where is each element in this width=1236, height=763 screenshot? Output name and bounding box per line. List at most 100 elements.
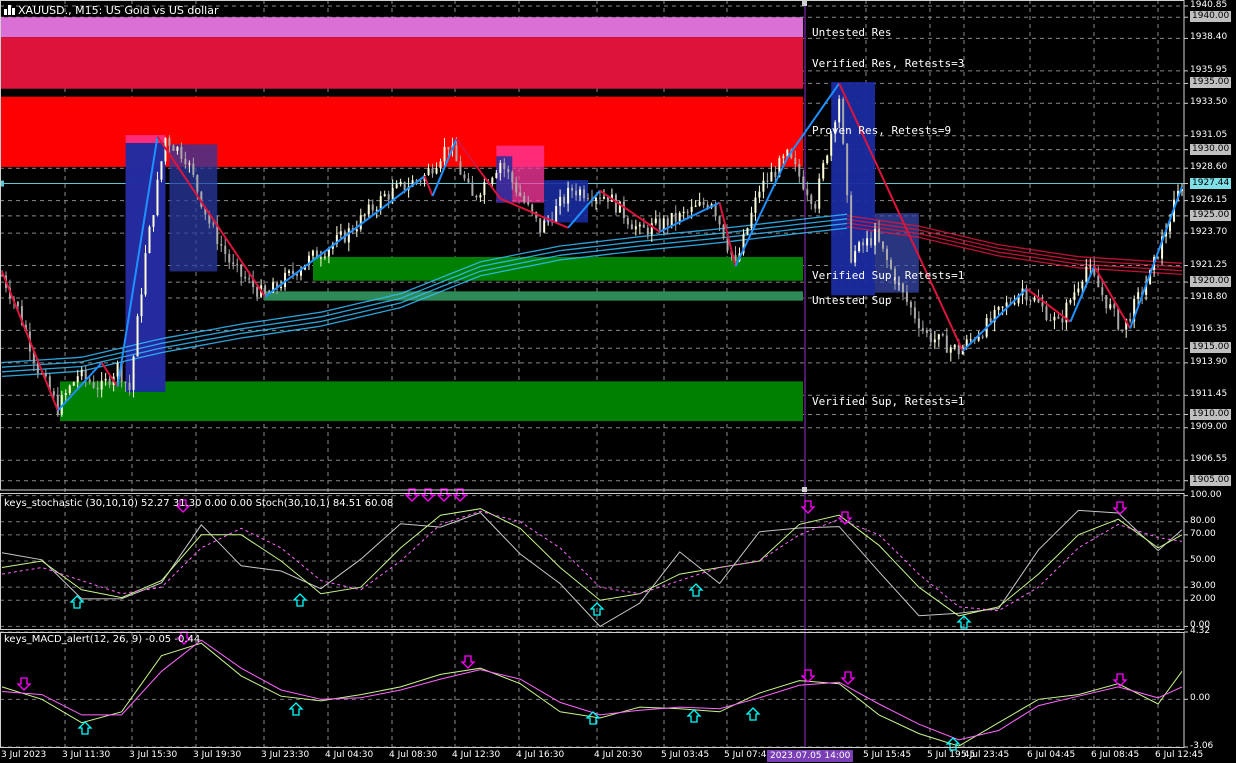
candle-body (654, 218, 657, 224)
candle-body (1017, 295, 1020, 304)
candle-body (1157, 256, 1160, 259)
time-label: 5 Jul 07:45 (724, 750, 773, 760)
candle-body (587, 198, 590, 200)
price-tick-label: 1923.70 (1190, 227, 1228, 238)
candle-body (1069, 300, 1072, 303)
candle-body (830, 133, 833, 156)
highlight-box (544, 180, 589, 223)
candle-body (144, 253, 147, 295)
candle-body (292, 270, 295, 274)
candle-body (447, 146, 450, 150)
price-tick-label: 1926.15 (1190, 194, 1228, 205)
candle-body (208, 214, 211, 224)
candle-body (917, 318, 920, 329)
price-tick-label: 1940.85 (1190, 0, 1228, 10)
stochastic-title: keys_stochastic (30,10,10) 52.27 31.30 0… (4, 498, 394, 509)
candle-body (1041, 302, 1044, 307)
macd-up-arrow-icon (745, 707, 761, 721)
candle-body (491, 177, 494, 184)
candle-body (188, 163, 191, 165)
candle-body (455, 145, 458, 162)
ma-line-blue (1, 222, 848, 373)
candle-body (228, 254, 231, 263)
candle-body (184, 158, 187, 165)
candle-body (1093, 266, 1096, 276)
candle-body (929, 333, 932, 343)
candle-body (650, 223, 653, 235)
stochastic-down-arrow-icon (452, 488, 468, 502)
candlesticks (1, 95, 1183, 417)
candle-body (642, 224, 645, 228)
stochastic-tick-label: 50.00 (1190, 555, 1216, 565)
candle-body (256, 287, 259, 297)
price-tick-label: 1916.35 (1190, 324, 1228, 335)
signal-arrows (16, 488, 1128, 751)
candle-body (690, 206, 693, 212)
candle-body (662, 218, 665, 230)
price-tick-label: 1913.90 (1190, 356, 1228, 367)
zone-proven_res (0, 96, 803, 167)
candle-body (965, 339, 968, 348)
candle-body (363, 214, 366, 216)
macd-up-arrow-icon (77, 721, 93, 735)
time-label: 6 Jul 12:45 (1155, 750, 1204, 760)
zone-label-verified-sup-lower: Verified Sup, Retests=1 (812, 395, 965, 408)
candle-body (905, 292, 908, 302)
price-tick-label: 1906.55 (1190, 454, 1228, 465)
candle-body (204, 207, 207, 215)
candle-body (666, 218, 669, 226)
candle-body (1025, 288, 1028, 301)
candle-body (1133, 298, 1136, 322)
zigzag-down-segment (156, 135, 266, 298)
candle-body (766, 180, 769, 182)
stochastic-line-0 (1, 509, 1183, 628)
candle-body (714, 204, 717, 217)
candle-body (120, 363, 123, 383)
stochastic-up-arrow-icon (589, 602, 605, 616)
candle-body (212, 223, 215, 225)
candle-body (20, 306, 23, 325)
candle-body (1033, 298, 1036, 301)
candle-body (606, 196, 609, 202)
candle-body (770, 171, 773, 182)
candle-body (806, 189, 809, 196)
candle-body (913, 307, 916, 319)
zigzag-up-segment (57, 362, 103, 412)
candle-body (327, 248, 330, 257)
stochastic-down-arrow-icon (837, 511, 853, 525)
candle-body (248, 278, 251, 280)
candle-body (192, 163, 195, 175)
stochastic-down-arrow-icon (420, 488, 436, 502)
candle-body (459, 161, 462, 175)
candle-body (706, 204, 709, 208)
price-level-label: 1910.00 (1190, 408, 1232, 420)
candle-body (969, 339, 972, 341)
candle-body (1065, 302, 1068, 323)
macd-lines (1, 639, 1183, 747)
macd-line-0 (1, 642, 1183, 747)
candle-body (419, 180, 422, 182)
candle-body (754, 197, 757, 213)
candle-body (371, 204, 374, 211)
time-label: 4 Jul 20:30 (594, 750, 643, 760)
candle-body (575, 190, 578, 196)
candle-body (52, 391, 55, 396)
candle-body (1061, 318, 1064, 323)
candle-body (814, 203, 817, 209)
candle-body (84, 369, 87, 380)
ma-line-red (847, 226, 1183, 276)
candle-body (1129, 318, 1132, 322)
candle-body (1077, 288, 1080, 293)
macd-up-arrow-icon (686, 709, 702, 723)
candle-body (794, 158, 797, 165)
candle-body (993, 309, 996, 323)
candle-body (439, 161, 442, 169)
candle-body (347, 228, 350, 243)
candle-body (862, 242, 865, 246)
panel-frames (0, 0, 1188, 748)
candle-body (319, 257, 322, 259)
stochastic-down-arrow-icon (404, 488, 420, 502)
zigzag-down-segment (838, 83, 964, 352)
candle-body (315, 250, 318, 259)
candle-body (403, 181, 406, 191)
